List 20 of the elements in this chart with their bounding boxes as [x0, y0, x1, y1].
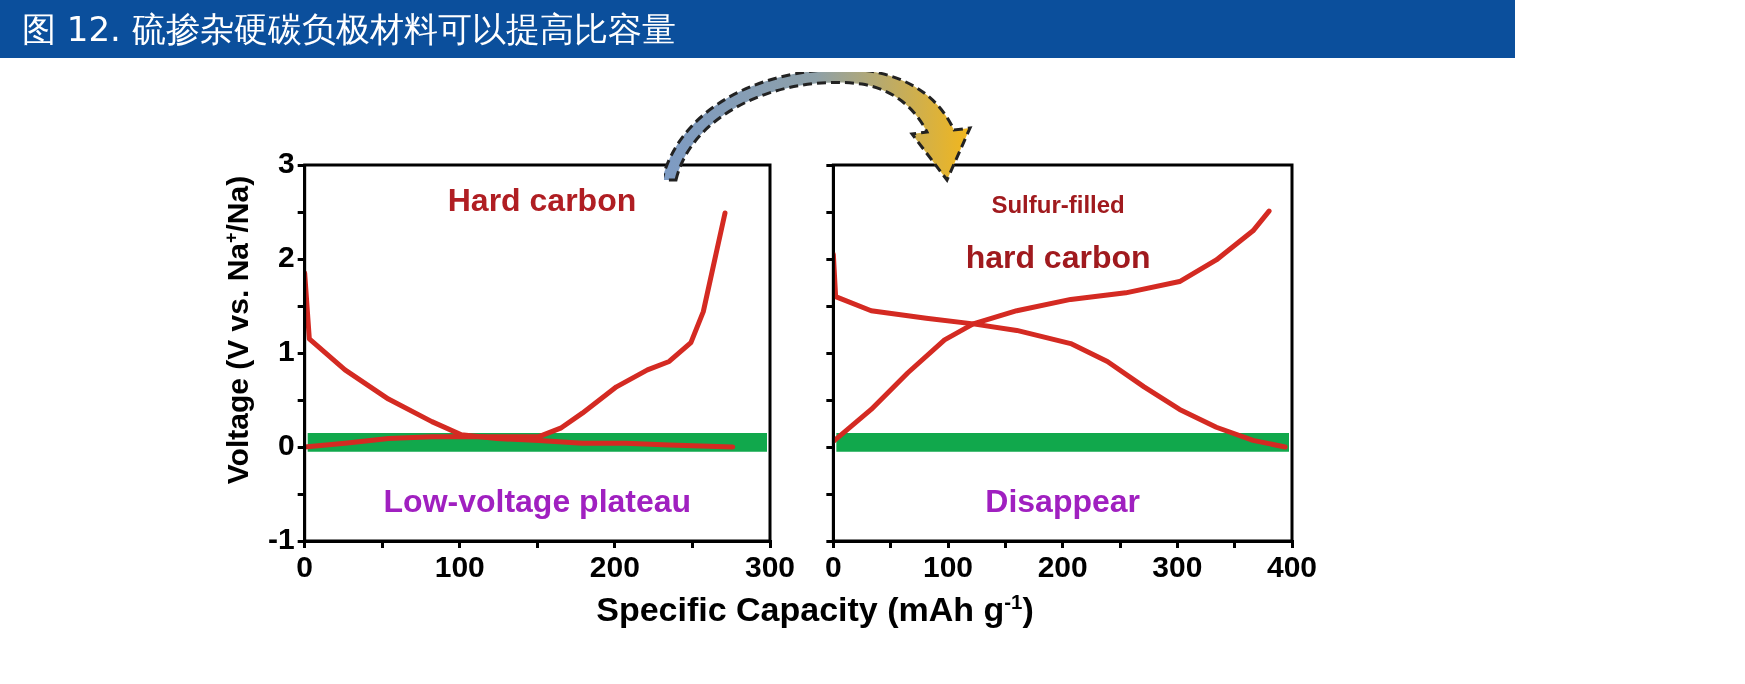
y-tick-label: 2 [277, 240, 295, 274]
chart-title: 图 12. 硫掺杂硬碳负极材料可以提高比容量 [0, 0, 1515, 58]
x-tick-label: 400 [1266, 550, 1318, 584]
y-tick-label: 0 [277, 428, 295, 462]
x-tick-label: 300 [1152, 550, 1203, 584]
x-tick-label: 100 [922, 550, 974, 584]
y-tick-label: 1 [277, 334, 295, 368]
annotation: Hard carbon [447, 182, 637, 219]
annotation: hard carbon [965, 238, 1151, 275]
annotation: Disappear [985, 483, 1141, 520]
x-tick-label: 300 [744, 550, 796, 584]
x-tick-label: 0 [825, 550, 842, 584]
x-axis-title: Specific Capacity (mAh g$^{-1}$) [596, 590, 1034, 629]
x-tick-label: 100 [434, 550, 485, 584]
x-tick-label: 200 [589, 550, 640, 584]
y-tick-label: 3 [277, 146, 295, 180]
annotation: Sulfur-filled [991, 190, 1125, 218]
y-tick-label: -1 [267, 522, 295, 556]
x-tick-label: 200 [1037, 550, 1088, 584]
annotation: Low-voltage plateau [383, 483, 692, 520]
